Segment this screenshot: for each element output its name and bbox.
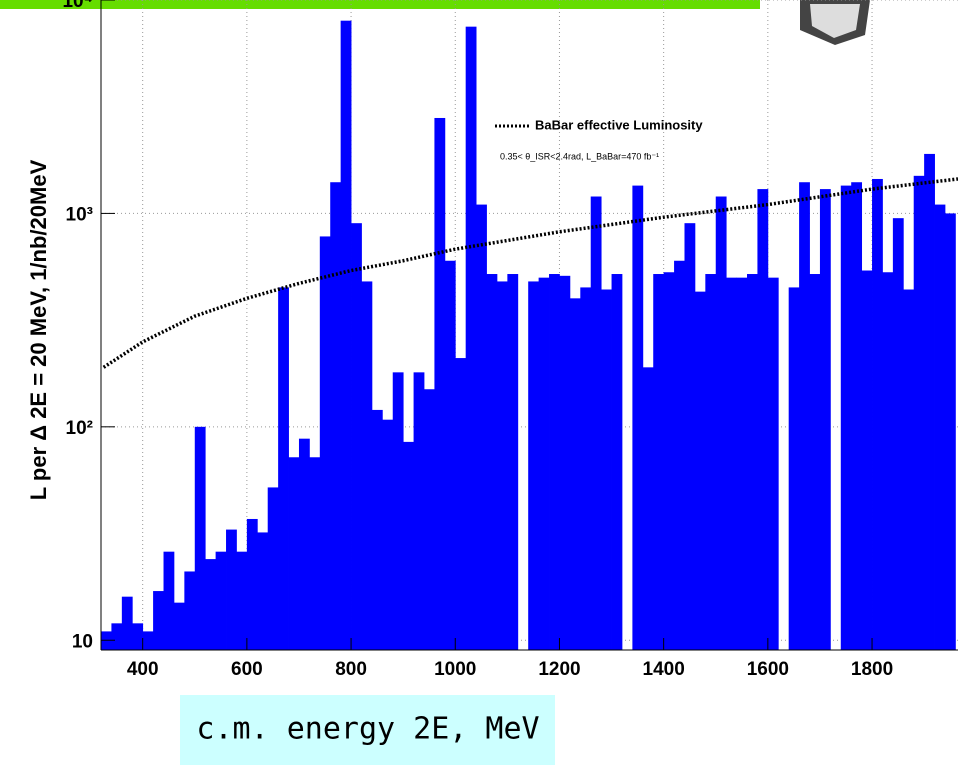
bar xyxy=(757,189,769,650)
bar xyxy=(267,487,279,650)
x-tick-label: 1800 xyxy=(851,659,893,680)
x-tick-label: 1000 xyxy=(434,659,476,680)
bar xyxy=(569,298,581,650)
bar xyxy=(601,289,612,650)
y-tick-label: 10³ xyxy=(66,204,93,225)
bar xyxy=(903,289,915,650)
bar xyxy=(205,559,217,650)
legend-label: BaBar effective Luminosity xyxy=(535,117,703,132)
bar xyxy=(163,551,175,650)
bar xyxy=(361,281,373,650)
bar xyxy=(882,272,894,650)
bar xyxy=(819,189,831,650)
bar xyxy=(215,551,227,650)
bar xyxy=(924,153,935,650)
bar xyxy=(653,274,665,650)
bar xyxy=(476,204,487,650)
bar xyxy=(674,260,685,650)
bar xyxy=(236,551,248,650)
x-tick-label: 600 xyxy=(231,659,263,680)
bar xyxy=(330,182,342,650)
bar xyxy=(465,26,477,650)
bar xyxy=(298,438,310,650)
bar xyxy=(767,277,779,650)
bar xyxy=(549,274,560,650)
bar xyxy=(747,274,758,650)
bar xyxy=(444,260,456,650)
bar xyxy=(319,236,331,650)
bar xyxy=(371,409,383,650)
bar xyxy=(496,281,508,650)
bar xyxy=(851,182,863,650)
y-axis-label: L per Δ 2E = 20 MeV, 1/nb/20MeV xyxy=(26,159,51,500)
bar xyxy=(288,457,300,650)
bar xyxy=(111,623,123,650)
x-tick-label: 800 xyxy=(335,659,367,680)
bar xyxy=(246,518,258,650)
bar xyxy=(434,117,446,650)
bar xyxy=(705,274,717,650)
bar xyxy=(278,287,289,650)
bar xyxy=(153,591,164,650)
bar xyxy=(121,596,133,650)
bar xyxy=(403,441,414,650)
bar xyxy=(611,274,623,650)
bar xyxy=(507,274,519,650)
x-tick-label: 1400 xyxy=(643,659,685,680)
bar xyxy=(726,277,737,650)
y-tick-label: 10 xyxy=(72,631,93,652)
bar xyxy=(257,532,269,650)
banner xyxy=(0,0,760,9)
bar xyxy=(424,389,435,650)
bar xyxy=(340,20,352,651)
bar xyxy=(382,419,394,650)
bar xyxy=(486,274,498,650)
bar xyxy=(684,223,696,650)
x-tick-label: 400 xyxy=(127,659,159,680)
bar xyxy=(715,196,727,650)
bar xyxy=(528,281,540,650)
bar xyxy=(872,178,883,650)
bar xyxy=(173,602,185,650)
bar xyxy=(642,367,654,650)
bar xyxy=(632,185,644,650)
bar xyxy=(455,358,467,650)
bar xyxy=(580,287,592,650)
bar xyxy=(809,274,821,650)
bar xyxy=(226,529,237,650)
bar xyxy=(194,426,206,650)
bar xyxy=(861,270,873,650)
bar xyxy=(736,277,748,650)
bar xyxy=(142,631,154,650)
bar xyxy=(663,272,675,650)
logo xyxy=(800,0,870,45)
y-tick-label: 10⁴ xyxy=(62,0,93,12)
x-axis-label: c.m. energy 2E, MeV xyxy=(196,712,539,747)
bar xyxy=(944,213,956,650)
bar xyxy=(840,185,852,650)
bar xyxy=(392,372,404,650)
bar xyxy=(934,204,946,650)
xlabel-box xyxy=(180,695,555,765)
bar xyxy=(559,275,571,650)
bar xyxy=(309,457,321,650)
bar xyxy=(590,196,602,650)
bar xyxy=(694,291,706,650)
x-tick-label: 1200 xyxy=(538,659,580,680)
bar xyxy=(184,571,196,650)
bar xyxy=(913,175,925,650)
bar xyxy=(892,218,904,650)
bar xyxy=(538,277,550,650)
bar xyxy=(788,287,800,650)
y-tick-label: 10² xyxy=(66,418,93,439)
bar xyxy=(132,623,144,650)
luminosity-line xyxy=(102,177,958,369)
annotation: 0.35< θ_ISR<2.4rad, L_BaBar=470 fb⁻¹ xyxy=(500,151,659,161)
bar xyxy=(413,372,425,650)
x-tick-label: 1600 xyxy=(747,659,789,680)
bar xyxy=(799,182,810,650)
bar xyxy=(351,223,362,650)
